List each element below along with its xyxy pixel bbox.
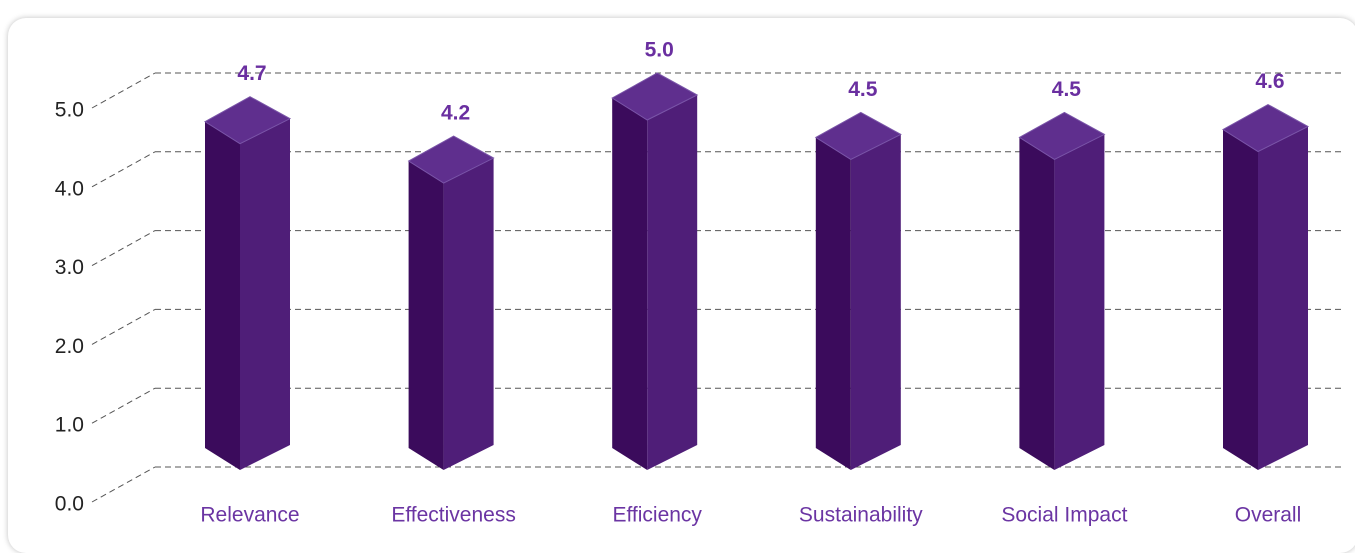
bar: [407, 135, 495, 471]
y-tick-label: 2.0: [55, 335, 84, 358]
grid-line-depth: [91, 308, 156, 345]
bar: [1222, 103, 1310, 471]
x-tick-label: Effectiveness: [391, 504, 516, 527]
value-label: 4.6: [1255, 70, 1284, 93]
x-tick-label: Social Impact: [1001, 504, 1127, 527]
bar: [814, 111, 902, 470]
bar-left-face: [205, 121, 240, 470]
bar: [611, 72, 699, 470]
bar-right-face: [443, 158, 494, 471]
bar-right-face: [1258, 126, 1308, 471]
value-label: 4.2: [441, 102, 470, 125]
bar-top-face: [204, 96, 292, 145]
y-tick-label: 5.0: [55, 99, 84, 122]
y-tick-label: 4.0: [55, 177, 84, 200]
bar-top-face: [814, 111, 902, 160]
bar-top-face: [1222, 103, 1310, 153]
bar: [1018, 111, 1106, 470]
bar-left-face: [1223, 129, 1258, 470]
grid-line-depth: [91, 387, 156, 424]
y-tick-label: 3.0: [55, 256, 84, 279]
bar-right-face: [1054, 134, 1105, 470]
value-label: 4.5: [848, 78, 878, 101]
grid-line-depth: [91, 466, 156, 503]
x-tick-label: Overall: [1235, 504, 1302, 527]
grid-line-depth: [91, 230, 156, 267]
bar-right-face: [647, 95, 698, 470]
bar-right-face: [240, 118, 290, 470]
bar-top-face: [1018, 111, 1106, 160]
value-label: 4.7: [237, 62, 266, 85]
grid-line-depth: [91, 151, 156, 188]
value-label: 4.5: [1052, 78, 1082, 101]
bar-left-face: [1019, 137, 1055, 470]
bar-left-face: [815, 137, 851, 470]
x-tick-label: Efficiency: [612, 504, 702, 527]
bar-top-face: [407, 135, 495, 184]
bar: [204, 96, 292, 470]
bar-right-face: [850, 134, 901, 470]
bar-left-face: [612, 98, 648, 470]
y-tick-label: 1.0: [55, 414, 84, 437]
x-tick-label: Relevance: [200, 504, 299, 527]
x-tick-label: Sustainability: [799, 504, 923, 527]
y-tick-label: 0.0: [55, 493, 84, 516]
bar-top-face: [611, 72, 699, 121]
bar-left-face: [408, 161, 444, 471]
grid-line-depth: [91, 72, 156, 109]
value-label: 5.0: [645, 39, 674, 62]
